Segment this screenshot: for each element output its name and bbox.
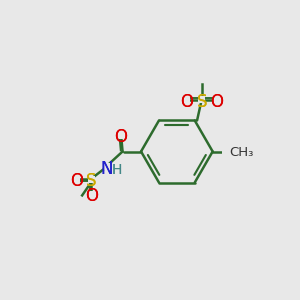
FancyBboxPatch shape — [223, 148, 235, 155]
FancyBboxPatch shape — [88, 191, 95, 198]
Text: S: S — [86, 172, 97, 190]
FancyBboxPatch shape — [73, 176, 80, 183]
FancyBboxPatch shape — [198, 96, 205, 103]
Text: O: O — [180, 93, 193, 111]
FancyBboxPatch shape — [117, 132, 124, 139]
Text: H: H — [112, 163, 122, 177]
FancyBboxPatch shape — [103, 163, 110, 170]
Text: CH₃: CH₃ — [229, 146, 253, 160]
FancyBboxPatch shape — [183, 96, 190, 103]
Text: O: O — [210, 93, 223, 111]
Text: N: N — [100, 160, 112, 178]
Text: S: S — [196, 93, 207, 111]
Text: S: S — [196, 93, 207, 111]
Text: O: O — [85, 187, 98, 205]
Text: O: O — [70, 172, 83, 190]
FancyBboxPatch shape — [213, 96, 220, 103]
Text: S: S — [86, 172, 97, 190]
Text: H: H — [112, 163, 122, 177]
FancyBboxPatch shape — [88, 176, 95, 183]
FancyBboxPatch shape — [114, 166, 120, 172]
Text: N: N — [100, 160, 112, 178]
Text: O: O — [210, 93, 223, 111]
Text: O: O — [70, 172, 83, 190]
Text: O: O — [85, 187, 98, 205]
Text: O: O — [114, 128, 127, 146]
Text: O: O — [180, 93, 193, 111]
Text: O: O — [114, 128, 127, 146]
